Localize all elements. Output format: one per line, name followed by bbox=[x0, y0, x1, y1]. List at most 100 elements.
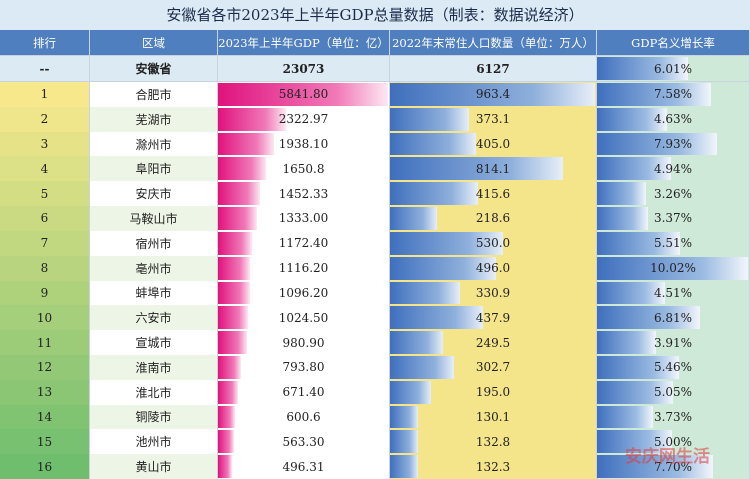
table-cell: 6.81% bbox=[597, 305, 750, 332]
table-cell: 2 bbox=[0, 106, 90, 133]
data-bar bbox=[597, 380, 674, 404]
cell-text: 6127 bbox=[476, 61, 510, 76]
table-cell: 11 bbox=[0, 330, 90, 356]
table-cell: 4.51% bbox=[597, 280, 750, 307]
data-bar bbox=[597, 231, 681, 255]
table-cell: 7.93% bbox=[597, 131, 750, 158]
table-cell: 1452.33 bbox=[218, 181, 390, 208]
cell-text: 4.94% bbox=[653, 161, 693, 176]
header-text: 2022年末常住人口数量（单位：万人） bbox=[392, 35, 594, 50]
cell-text: 437.9 bbox=[475, 310, 511, 325]
data-bar bbox=[597, 107, 667, 131]
table-cell: 415.6 bbox=[390, 181, 597, 208]
cell-text: 14 bbox=[36, 409, 53, 424]
cell-text: 安徽省 bbox=[135, 62, 172, 76]
data-bar bbox=[218, 380, 238, 404]
table-cell: 六安市 bbox=[90, 305, 218, 332]
table-cell: 淮南市 bbox=[90, 354, 218, 381]
header-text: 2023年上半年GDP（单位：亿） bbox=[218, 35, 389, 50]
table-cell: 302.7 bbox=[390, 354, 597, 381]
cell-text: 530.0 bbox=[475, 236, 511, 251]
header-cell: 2022年末常住人口数量（单位：万人） bbox=[390, 30, 597, 56]
table-cell: 9 bbox=[0, 280, 90, 307]
cell-text: 5.46% bbox=[653, 360, 693, 375]
table-cell: 496.0 bbox=[390, 255, 597, 282]
table-cell: 195.0 bbox=[390, 379, 597, 406]
data-bar bbox=[390, 455, 419, 478]
table-cell: 4.94% bbox=[597, 156, 750, 183]
cell-text: 132.8 bbox=[475, 434, 511, 449]
data-bar bbox=[218, 405, 236, 429]
data-bar bbox=[218, 231, 253, 255]
data-bar bbox=[218, 306, 248, 330]
cell-text: 2 bbox=[40, 112, 49, 127]
table-cell: 1650.8 bbox=[218, 156, 390, 183]
cell-text: 13 bbox=[36, 385, 53, 400]
table-cell: 合肥市 bbox=[90, 82, 218, 108]
cell-text: 3.91% bbox=[653, 335, 693, 350]
cell-text: 15 bbox=[36, 434, 53, 449]
table-cell: 793.80 bbox=[218, 354, 390, 381]
cell-text: 330.9 bbox=[475, 285, 511, 300]
table-cell: 132.8 bbox=[390, 429, 597, 456]
table-cell: 安徽省 bbox=[90, 56, 218, 82]
cell-text: 滁州市 bbox=[135, 137, 172, 152]
table-cell: 963.4 bbox=[390, 82, 597, 108]
cell-text: 793.80 bbox=[282, 360, 325, 375]
table-cell: 滁州市 bbox=[90, 131, 218, 158]
cell-text: 6.01% bbox=[653, 61, 693, 76]
table-cell: 23073 bbox=[218, 56, 390, 82]
table-cell: 671.40 bbox=[218, 379, 390, 406]
cell-text: 132.3 bbox=[475, 459, 511, 474]
data-bar bbox=[597, 207, 648, 230]
cell-text: 415.6 bbox=[475, 186, 511, 201]
table-cell: 600.6 bbox=[218, 404, 390, 431]
table-cell: 13 bbox=[0, 379, 90, 406]
data-bar bbox=[390, 107, 470, 131]
cell-text: 7.70% bbox=[653, 459, 693, 474]
cell-text: 1116.20 bbox=[278, 261, 329, 276]
data-bar bbox=[390, 306, 484, 330]
cell-text: 1096.20 bbox=[278, 285, 329, 300]
table-cell: 3.37% bbox=[597, 206, 750, 232]
data-bar bbox=[218, 331, 247, 354]
cell-text: 814.1 bbox=[475, 161, 511, 176]
table-cell: 黄山市 bbox=[90, 454, 218, 479]
table-cell: 5841.80 bbox=[218, 82, 390, 108]
table-cell: 1024.50 bbox=[218, 305, 390, 332]
cell-text: 池州市 bbox=[135, 435, 172, 450]
cell-text: 7 bbox=[40, 236, 49, 251]
cell-text: 4.63% bbox=[653, 112, 693, 127]
data-bar bbox=[218, 207, 257, 230]
data-bar bbox=[218, 355, 242, 379]
table-cell: 安庆市 bbox=[90, 181, 218, 208]
table-cell: 1172.40 bbox=[218, 230, 390, 257]
data-bar bbox=[390, 281, 461, 305]
cell-text: 6.81% bbox=[653, 310, 693, 325]
data-bar bbox=[218, 107, 286, 131]
data-bar bbox=[218, 430, 235, 454]
table-cell: 12 bbox=[0, 354, 90, 381]
table-cell: 3.91% bbox=[597, 330, 750, 356]
cell-text: 1 bbox=[40, 87, 49, 102]
table-cell: 阜阳市 bbox=[90, 156, 218, 183]
cell-text: 218.6 bbox=[475, 211, 511, 226]
table-cell: 5.51% bbox=[597, 230, 750, 257]
table-cell: 芜湖市 bbox=[90, 106, 218, 133]
data-bar bbox=[597, 256, 748, 280]
data-bar bbox=[390, 83, 595, 106]
cell-text: 1452.33 bbox=[278, 186, 329, 201]
table-cell: 宣城市 bbox=[90, 330, 218, 356]
cell-text: 11 bbox=[36, 335, 53, 350]
table-cell: 7 bbox=[0, 230, 90, 257]
cell-text: 4.51% bbox=[653, 285, 693, 300]
table-cell: 249.5 bbox=[390, 330, 597, 356]
table-cell: 218.6 bbox=[390, 206, 597, 232]
data-bar bbox=[218, 83, 388, 106]
cell-text: 7.58% bbox=[653, 87, 693, 102]
data-bar bbox=[218, 455, 233, 478]
table-cell: 5.46% bbox=[597, 354, 750, 381]
table-cell: 8 bbox=[0, 255, 90, 282]
table-cell: 980.90 bbox=[218, 330, 390, 356]
cell-text: 563.30 bbox=[282, 434, 325, 449]
